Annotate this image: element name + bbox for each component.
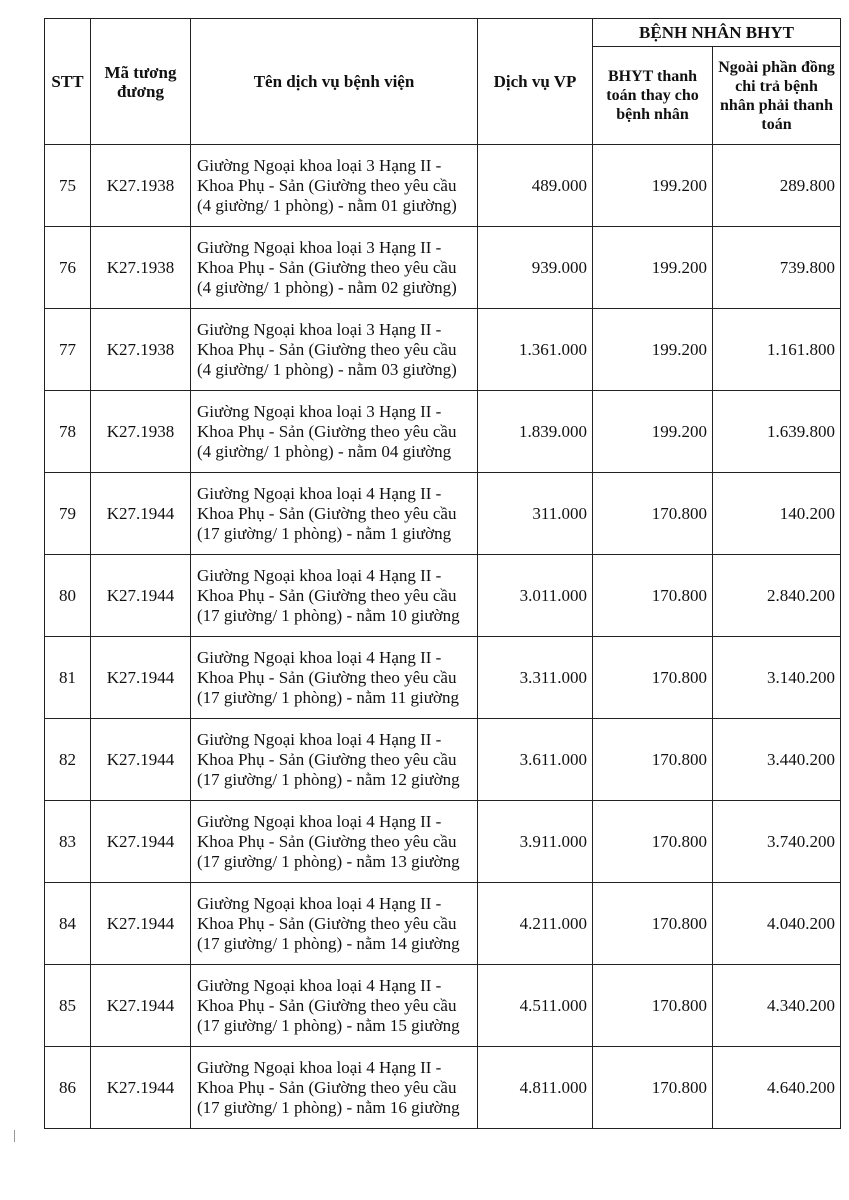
header-group-bhyt: BỆNH NHÂN BHYT — [591, 18, 842, 47]
table-row: 75 K27.1938 Giường Ngoại khoa loại 3 Hạng … — [44, 144, 842, 227]
table-row: 82 K27.1944 Giường Ngoại khoa loại 4 Hạng … — [44, 718, 842, 801]
cell-bhyt: 170.800 — [592, 472, 713, 555]
cell-vp: 3.611.000 — [477, 718, 593, 801]
cell-bhyt: 170.800 — [592, 964, 713, 1047]
service-price-table: STT Mã tương đương Tên dịch vụ bệnh viện… — [44, 18, 842, 1129]
cell-vp: 1.839.000 — [477, 390, 593, 473]
cell-code: K27.1938 — [90, 144, 191, 227]
cell-patient: 3.440.200 — [711, 718, 842, 801]
cell-stt: 82 — [44, 718, 91, 801]
cell-name: Giường Ngoại khoa loại 4 Hạng II - Khoa … — [190, 882, 478, 965]
header-code: Mã tương đương — [90, 18, 191, 145]
header-patient-pay: Ngoài phần đồng chi trả bệnh nhân phải t… — [711, 46, 842, 145]
cell-stt: 83 — [44, 800, 91, 883]
cell-name: Giường Ngoại khoa loại 4 Hạng II - Khoa … — [190, 964, 478, 1047]
cell-code: K27.1944 — [90, 964, 191, 1047]
cell-vp: 1.361.000 — [477, 308, 593, 391]
cell-vp: 3.911.000 — [477, 800, 593, 883]
cell-patient: 1.639.800 — [711, 390, 842, 473]
cell-vp: 3.011.000 — [477, 554, 593, 637]
cell-vp: 311.000 — [477, 472, 593, 555]
cell-name: Giường Ngoại khoa loại 3 Hạng II - Khoa … — [190, 226, 478, 309]
cell-name: Giường Ngoại khoa loại 4 Hạng II - Khoa … — [190, 636, 478, 719]
cell-stt: 84 — [44, 882, 91, 965]
cell-name: Giường Ngoại khoa loại 3 Hạng II - Khoa … — [190, 390, 478, 473]
cell-code: K27.1944 — [90, 554, 191, 637]
cell-stt: 81 — [44, 636, 91, 719]
table-row: 83 K27.1944 Giường Ngoại khoa loại 4 Hạng … — [44, 800, 842, 883]
cell-name: Giường Ngoại khoa loại 4 Hạng II - Khoa … — [190, 800, 478, 883]
cell-vp: 939.000 — [477, 226, 593, 309]
cell-name: Giường Ngoại khoa loại 3 Hạng II - Khoa … — [190, 308, 478, 391]
cell-stt: 80 — [44, 554, 91, 637]
cell-vp: 4.811.000 — [477, 1046, 593, 1129]
table-row: 78 K27.1938 Giường Ngoại khoa loại 3 Hạng … — [44, 390, 842, 473]
cell-patient: 3.740.200 — [711, 800, 842, 883]
header-stt: STT — [44, 18, 91, 145]
cell-stt: 75 — [44, 144, 91, 227]
table-row: 80 K27.1944 Giường Ngoại khoa loại 4 Hạng … — [44, 554, 842, 637]
cell-patient: 3.140.200 — [711, 636, 842, 719]
cell-bhyt: 170.800 — [592, 554, 713, 637]
cell-code: K27.1938 — [90, 226, 191, 309]
table-row: 84 K27.1944 Giường Ngoại khoa loại 4 Hạng … — [44, 882, 842, 965]
cell-patient: 739.800 — [711, 226, 842, 309]
cell-bhyt: 199.200 — [592, 390, 713, 473]
cell-code: K27.1938 — [90, 390, 191, 473]
cell-code: K27.1944 — [90, 882, 191, 965]
table-row: 86 K27.1944 Giường Ngoại khoa loại 4 Hạng … — [44, 1046, 842, 1129]
cell-code: K27.1944 — [90, 718, 191, 801]
cell-vp: 4.511.000 — [477, 964, 593, 1047]
cell-stt: 76 — [44, 226, 91, 309]
cell-bhyt: 199.200 — [592, 144, 713, 227]
header-bhyt-pay: BHYT thanh toán thay cho bệnh nhân — [592, 46, 713, 145]
cell-stt: 79 — [44, 472, 91, 555]
cell-bhyt: 170.800 — [592, 800, 713, 883]
cell-stt: 86 — [44, 1046, 91, 1129]
table-body: 75 K27.1938 Giường Ngoại khoa loại 3 Hạng … — [44, 144, 842, 1129]
cell-name: Giường Ngoại khoa loại 4 Hạng II - Khoa … — [190, 554, 478, 637]
cell-bhyt: 199.200 — [592, 226, 713, 309]
cell-stt: 77 — [44, 308, 91, 391]
cell-code: K27.1944 — [90, 1046, 191, 1129]
cell-patient: 4.340.200 — [711, 964, 842, 1047]
cell-code: K27.1944 — [90, 636, 191, 719]
table-row: 85 K27.1944 Giường Ngoại khoa loại 4 Hạng … — [44, 964, 842, 1047]
cell-patient: 1.161.800 — [711, 308, 842, 391]
table-row: 79 K27.1944 Giường Ngoại khoa loại 4 Hạng … — [44, 472, 842, 555]
cell-name: Giường Ngoại khoa loại 4 Hạng II - Khoa … — [190, 1046, 478, 1129]
cell-bhyt: 170.800 — [592, 636, 713, 719]
cell-patient: 4.640.200 — [711, 1046, 842, 1129]
cell-code: K27.1944 — [90, 800, 191, 883]
table-row: 81 K27.1944 Giường Ngoại khoa loại 4 Hạng … — [44, 636, 842, 719]
cell-code: K27.1944 — [90, 472, 191, 555]
cell-bhyt: 170.800 — [592, 718, 713, 801]
cell-patient: 4.040.200 — [711, 882, 842, 965]
cell-bhyt: 170.800 — [592, 1046, 713, 1129]
cell-bhyt: 199.200 — [592, 308, 713, 391]
cell-name: Giường Ngoại khoa loại 3 Hạng II - Khoa … — [190, 144, 478, 227]
cell-stt: 78 — [44, 390, 91, 473]
cell-stt: 85 — [44, 964, 91, 1047]
cell-vp: 4.211.000 — [477, 882, 593, 965]
cell-patient: 140.200 — [711, 472, 842, 555]
cell-bhyt: 170.800 — [592, 882, 713, 965]
cell-vp: 489.000 — [477, 144, 593, 227]
table-row: 77 K27.1938 Giường Ngoại khoa loại 3 Hạng … — [44, 308, 842, 391]
cell-patient: 2.840.200 — [711, 554, 842, 637]
cell-code: K27.1938 — [90, 308, 191, 391]
table-row: 76 K27.1938 Giường Ngoại khoa loại 3 Hạng … — [44, 226, 842, 309]
margin-mark — [14, 1130, 15, 1142]
header-vp: Dịch vụ VP — [477, 18, 593, 145]
cell-name: Giường Ngoại khoa loại 4 Hạng II - Khoa … — [190, 718, 478, 801]
cell-vp: 3.311.000 — [477, 636, 593, 719]
cell-patient: 289.800 — [711, 144, 842, 227]
header-name: Tên dịch vụ bệnh viện — [190, 18, 478, 145]
cell-name: Giường Ngoại khoa loại 4 Hạng II - Khoa … — [190, 472, 478, 555]
